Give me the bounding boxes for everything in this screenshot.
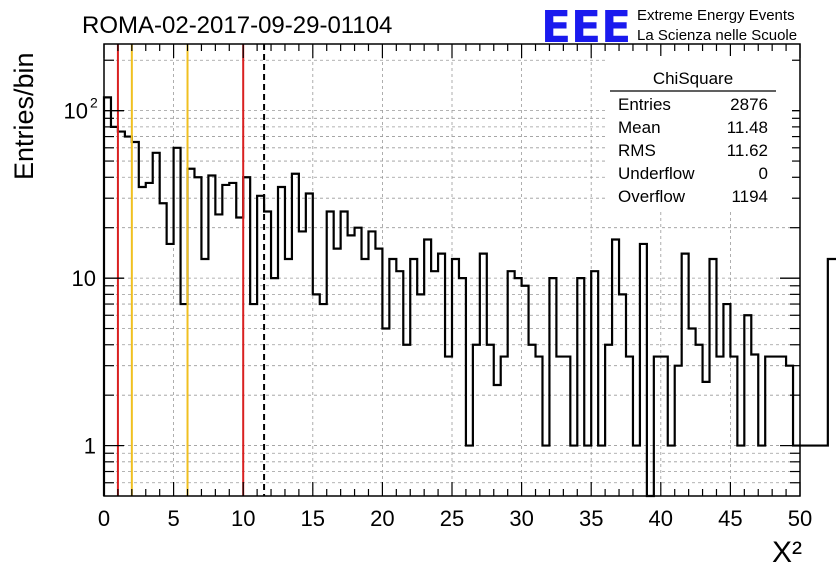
stats-label: Overflow	[618, 187, 686, 206]
stats-box: ChiSquare Entries 2876 Mean 11.48 RMS 11.62 Un…	[606, 56, 792, 212]
stats-value: 1194	[731, 187, 768, 206]
x-tick-labels: 0 5 10 15 20 25 30 35 40 45 50	[98, 506, 812, 531]
stats-value: 11.48	[727, 118, 768, 137]
x-tick-label: 40	[649, 506, 673, 531]
stats-value: 11.62	[727, 141, 768, 160]
y-tick-label: 1	[84, 434, 96, 459]
cut-lines	[116, 44, 266, 496]
y-tick-label: 10	[72, 266, 96, 291]
chart-title: ROMA-02-2017-09-29-01104	[82, 12, 392, 39]
axis-ticks	[103, 44, 801, 496]
x-tick-label: 15	[301, 506, 325, 531]
stats-value: 0	[759, 164, 768, 183]
org-name-line2: La Scienza nelle Scuole	[637, 27, 797, 44]
eee-logo: EEE	[541, 2, 631, 53]
y-tick-label: 10	[64, 99, 88, 124]
x-tick-label: 0	[98, 506, 110, 531]
x-tick-label: 20	[370, 506, 394, 531]
x-tick-label: 10	[231, 506, 255, 531]
x-tick-label: 50	[788, 506, 812, 531]
org-name-line1: Extreme Energy Events	[637, 7, 795, 24]
x-tick-label: 25	[440, 506, 464, 531]
y-tick-label-exponent: 2	[90, 95, 98, 111]
y-axis-label: Entries/bin	[9, 52, 39, 180]
stats-label: Entries	[618, 95, 671, 114]
stats-value: 2876	[730, 95, 768, 114]
histogram-series	[102, 96, 836, 498]
x-tick-label: 45	[718, 506, 742, 531]
x-tick-label: 5	[167, 506, 179, 531]
stats-box-title: ChiSquare	[653, 69, 733, 88]
x-tick-label: 30	[509, 506, 533, 531]
stats-rows: Entries 2876 Mean 11.48 RMS 11.62 Underflow 0 Ov…	[618, 95, 768, 206]
stats-box-background	[606, 56, 792, 212]
stats-label: RMS	[618, 141, 656, 160]
stats-label: Mean	[618, 118, 661, 137]
stats-label: Underflow	[618, 164, 695, 183]
x-tick-label: 35	[579, 506, 603, 531]
x-axis-label: X²	[772, 536, 802, 569]
histogram-line	[102, 96, 836, 498]
